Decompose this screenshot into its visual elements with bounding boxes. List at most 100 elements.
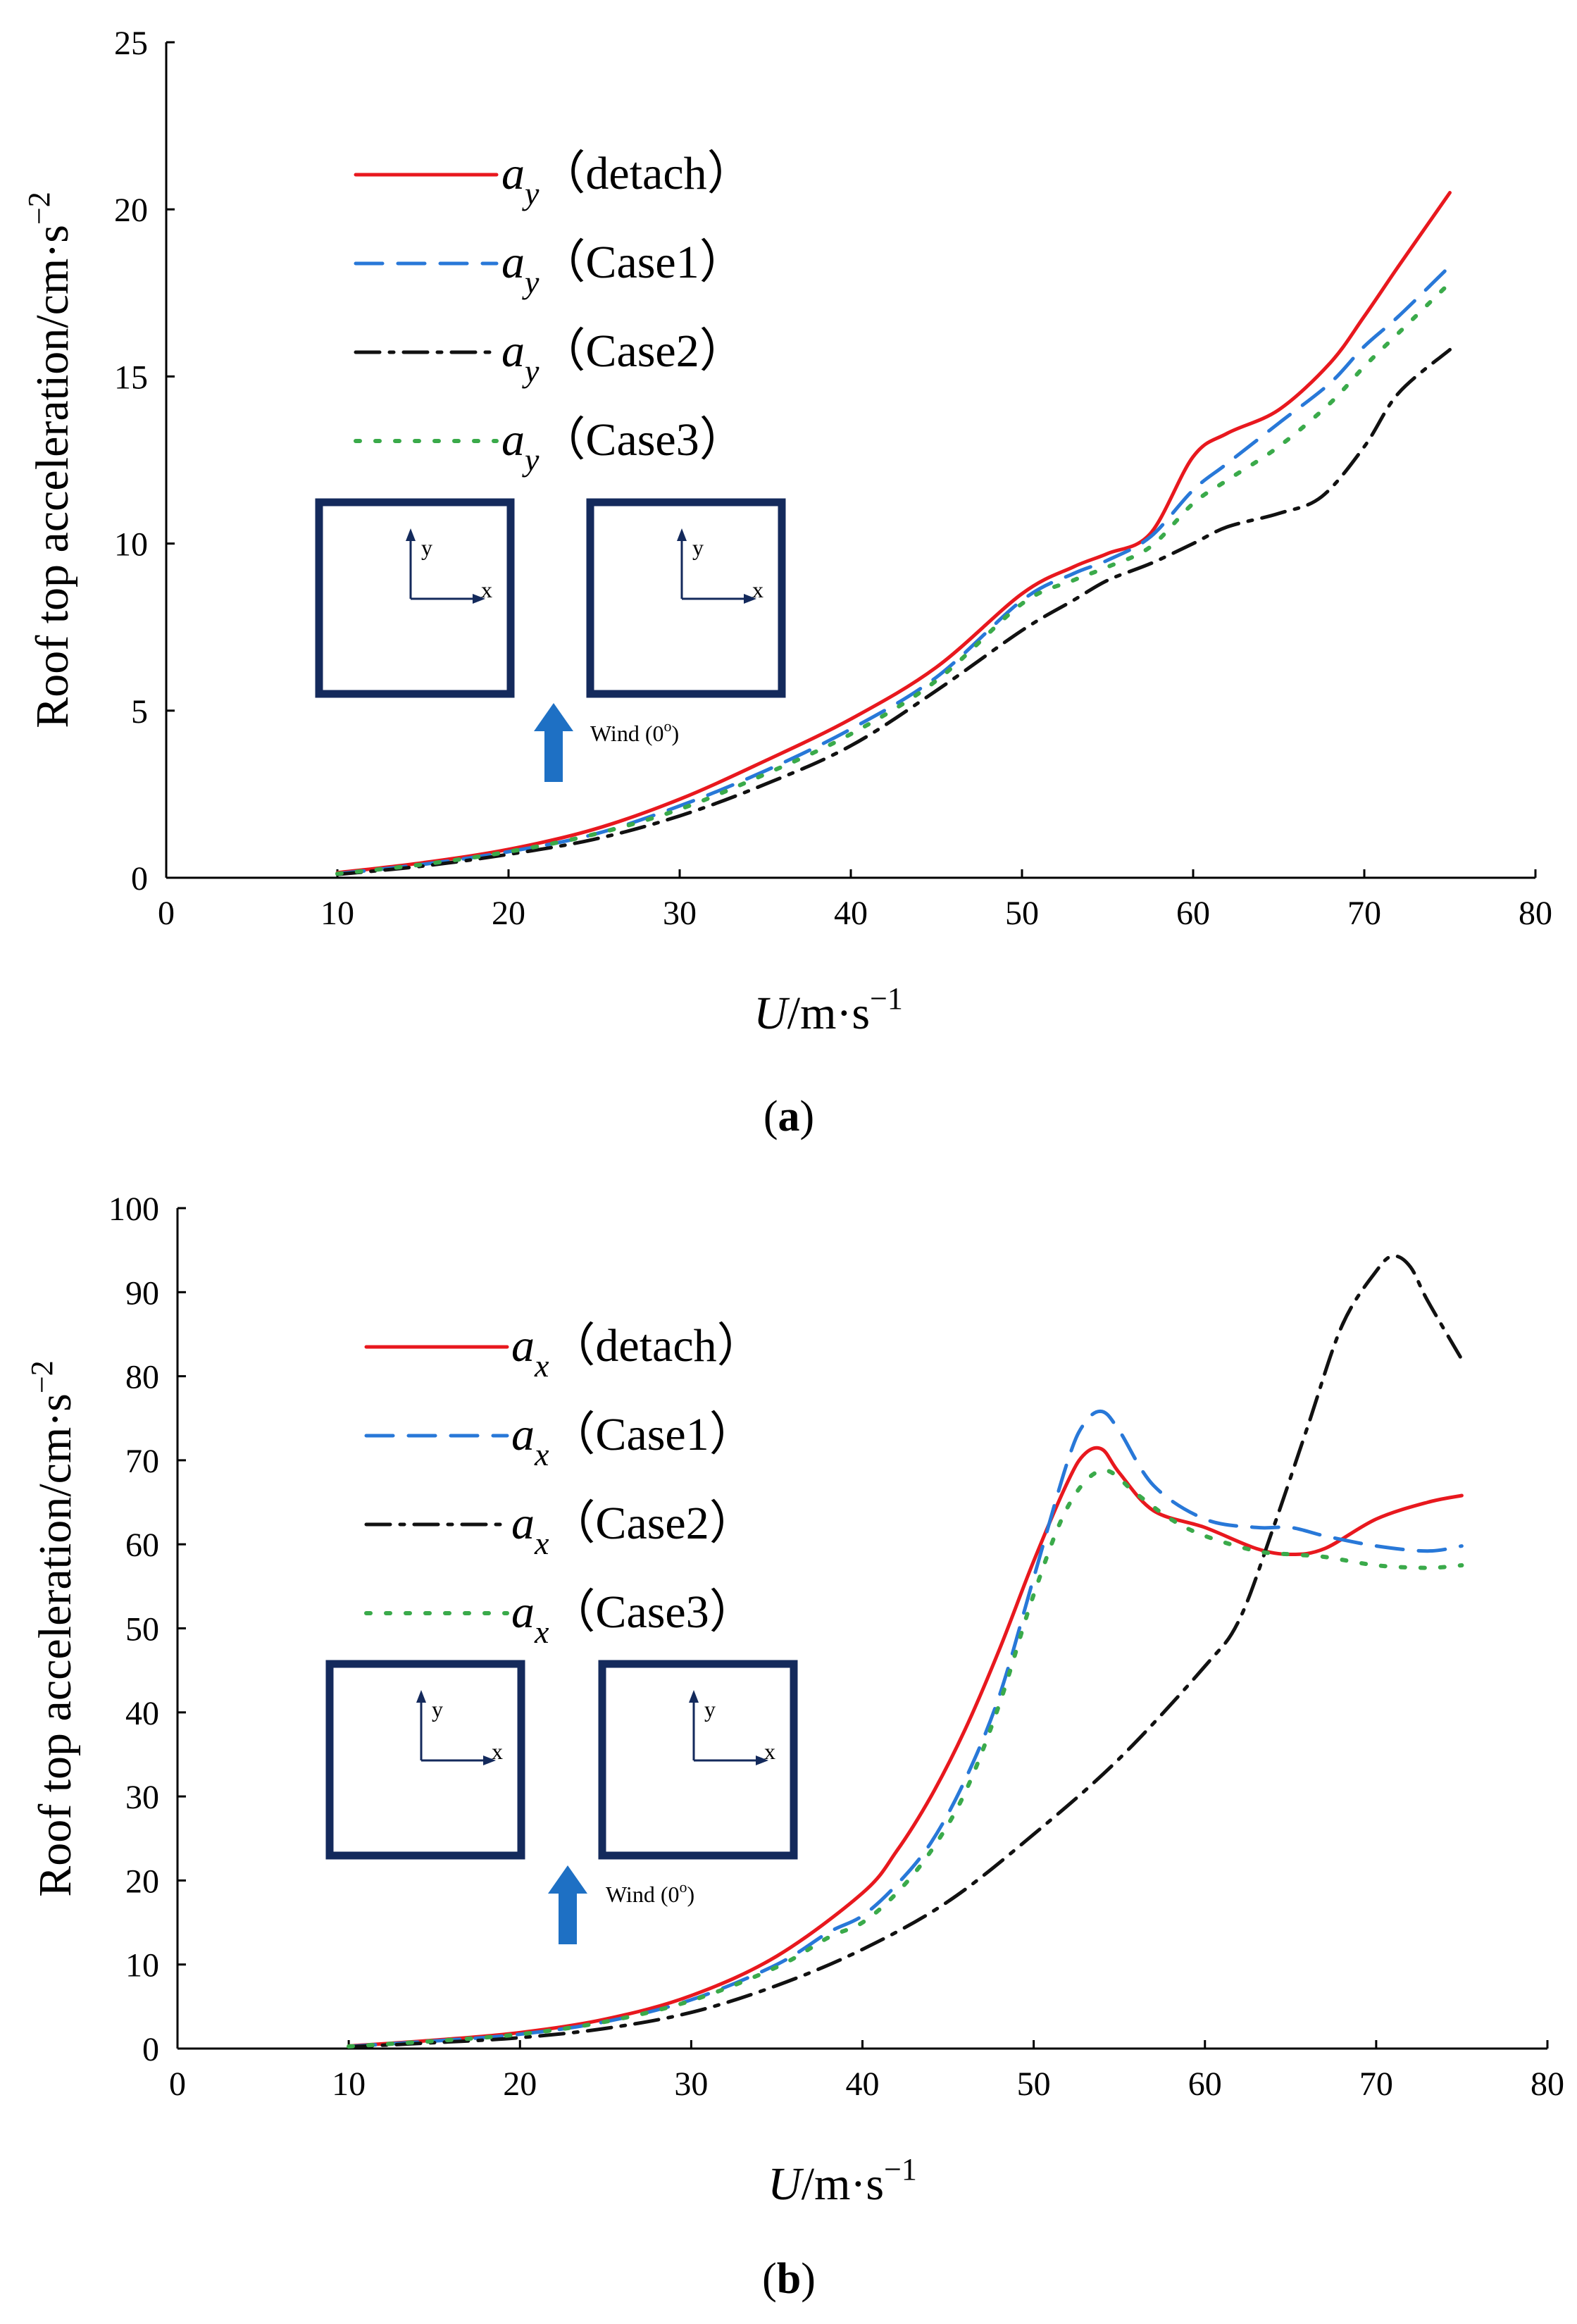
building-inset-1: yx bbox=[315, 498, 515, 698]
building-outline bbox=[315, 498, 515, 698]
x-tick-label: 80 bbox=[1531, 2065, 1564, 2103]
legend-subscript: x bbox=[534, 1348, 549, 1384]
series-line-3 bbox=[347, 1254, 1464, 2049]
wind-label-sup: o bbox=[663, 717, 671, 735]
legend-subscript: y bbox=[522, 175, 540, 211]
wind-arrow-head bbox=[548, 1865, 587, 1894]
x-arrowhead-icon bbox=[744, 594, 756, 604]
wind-arrow-icon bbox=[534, 703, 573, 782]
inset-axis-y-label: y bbox=[704, 1696, 716, 1722]
y-axis-label-text: Roof top acceleration/cm·s bbox=[30, 1393, 81, 1897]
y-axis-label-sup: −2 bbox=[22, 192, 56, 225]
x-tick-label: 50 bbox=[1017, 2065, 1051, 2103]
y-tick-label: 5 bbox=[131, 693, 148, 731]
x-tick-label: 60 bbox=[1188, 2065, 1222, 2103]
x-tick-label: 40 bbox=[834, 895, 868, 932]
legend-entry: ax（Case2） bbox=[511, 1498, 756, 1561]
y-axis-label-sup: −2 bbox=[25, 1360, 59, 1393]
x-axis-label-var: U bbox=[768, 2158, 804, 2210]
x-arrowhead-icon bbox=[483, 1756, 496, 1765]
x-tick-label: 10 bbox=[332, 2065, 366, 2103]
wind-label-close: ) bbox=[687, 1882, 694, 1907]
legend-subscript: x bbox=[534, 1525, 549, 1561]
wind-label-close: ) bbox=[671, 721, 679, 746]
x-axis-label-sup: −1 bbox=[884, 2152, 917, 2187]
building-outline bbox=[325, 1660, 525, 1860]
panel-label-letter: b bbox=[777, 2255, 801, 2303]
y-tick-label: 90 bbox=[125, 1274, 159, 1312]
y-tick-label: 100 bbox=[108, 1191, 159, 1228]
wind-label-text: Wind (0 bbox=[606, 1882, 679, 1907]
x-axis-label: U/m·s−1 bbox=[754, 981, 903, 1039]
x-tick-label: 20 bbox=[492, 895, 525, 932]
y-arrowhead-icon bbox=[689, 1690, 699, 1703]
legend: ay（detach）ay（Case1）ay（Case2）ay（Case3） bbox=[354, 148, 754, 478]
legend-entry: ax（Case1） bbox=[511, 1409, 756, 1472]
x-axis-label-unit: /m·s bbox=[802, 2158, 884, 2210]
legend-series-name: （Case2） bbox=[539, 325, 745, 377]
chart-panel-b: 0 10 20 30 40 50 60 70 80 0 10 20 30 40 50 60 70 80 90 100 R… bbox=[25, 1191, 1564, 2303]
y-tick-label: 60 bbox=[125, 1527, 159, 1564]
x-tick-label: 20 bbox=[503, 2065, 537, 2103]
x-tick-label: 70 bbox=[1347, 895, 1381, 932]
inset-axis-x-label: x bbox=[764, 1739, 775, 1764]
x-tick-label: 30 bbox=[663, 895, 697, 932]
x-axis-label-sup: −1 bbox=[870, 981, 903, 1016]
legend-symbol: a bbox=[501, 414, 525, 466]
legend-series-name: （Case1） bbox=[549, 1409, 755, 1460]
x-tick-label: 30 bbox=[674, 2065, 708, 2103]
legend-symbol: a bbox=[501, 148, 525, 199]
inset-axis-x-label: x bbox=[752, 577, 763, 602]
inset-axis-y-label: y bbox=[692, 535, 704, 560]
legend-entry: ax（detach） bbox=[511, 1320, 763, 1384]
y-arrowhead-icon bbox=[406, 528, 416, 541]
y-tick-label: 25 bbox=[114, 25, 148, 62]
series-line-1 bbox=[347, 1446, 1464, 2048]
y-axis-label: Roof top acceleration/cm·s−2 bbox=[25, 1360, 81, 1897]
building-inset-2: yx bbox=[586, 498, 786, 698]
y-arrowhead-icon bbox=[677, 528, 687, 541]
y-tick-label: 20 bbox=[114, 192, 148, 229]
building-inset-1: yx bbox=[325, 1660, 525, 1860]
legend-symbol: a bbox=[501, 237, 525, 288]
y-tick-label: 0 bbox=[142, 2031, 159, 2068]
x-tick-label: 60 bbox=[1176, 895, 1210, 932]
y-tick-label: 20 bbox=[125, 1863, 159, 1900]
wind-arrow-shaft bbox=[544, 728, 563, 782]
y-tick-label: 80 bbox=[125, 1359, 159, 1396]
x-tick-label: 40 bbox=[846, 2065, 880, 2103]
legend-entry: ax（Case3） bbox=[511, 1586, 756, 1650]
legend: ax（detach）ax（Case1）ax（Case2）ax（Case3） bbox=[364, 1320, 763, 1650]
building-outline bbox=[586, 498, 786, 698]
legend-subscript: y bbox=[522, 353, 540, 389]
x-arrowhead-icon bbox=[756, 1756, 768, 1765]
legend-symbol: a bbox=[511, 1586, 535, 1638]
wind-arrow-shaft bbox=[559, 1891, 577, 1944]
legend-series-name: （Case2） bbox=[549, 1498, 755, 1549]
wind-arrow-head bbox=[534, 703, 573, 731]
legend-series-name: （Case3） bbox=[549, 1586, 755, 1638]
wind-label: Wind (0o) bbox=[590, 717, 679, 746]
x-tick-label: 0 bbox=[169, 2065, 186, 2103]
y-tick-label: 10 bbox=[125, 1947, 159, 1984]
wind-label: Wind (0o) bbox=[606, 1878, 694, 1907]
x-axis-label-var: U bbox=[754, 988, 790, 1039]
legend-entry: ay（Case3） bbox=[501, 414, 746, 478]
y-tick-label: 70 bbox=[125, 1443, 159, 1480]
y-tick-label: 0 bbox=[131, 860, 148, 897]
panel-label: (b) bbox=[762, 2255, 816, 2303]
y-axis-label-text: Roof top acceleration/cm·s bbox=[27, 225, 78, 728]
legend-subscript: x bbox=[534, 1436, 549, 1472]
legend-entry: ay（Case2） bbox=[501, 325, 746, 389]
y-tick-label: 40 bbox=[125, 1695, 159, 1732]
x-tick-label: 10 bbox=[320, 895, 354, 932]
legend-symbol: a bbox=[511, 1409, 535, 1460]
x-axis-label-unit: /m·s bbox=[787, 988, 870, 1039]
x-tick-label: 50 bbox=[1005, 895, 1039, 932]
wind-label-sup: o bbox=[679, 1878, 687, 1896]
series-line-3 bbox=[335, 347, 1452, 876]
panel-label-open: ( bbox=[763, 1093, 778, 1141]
inset-axis-y-label: y bbox=[421, 535, 432, 560]
x-axis-label: U/m·s−1 bbox=[768, 2152, 917, 2210]
